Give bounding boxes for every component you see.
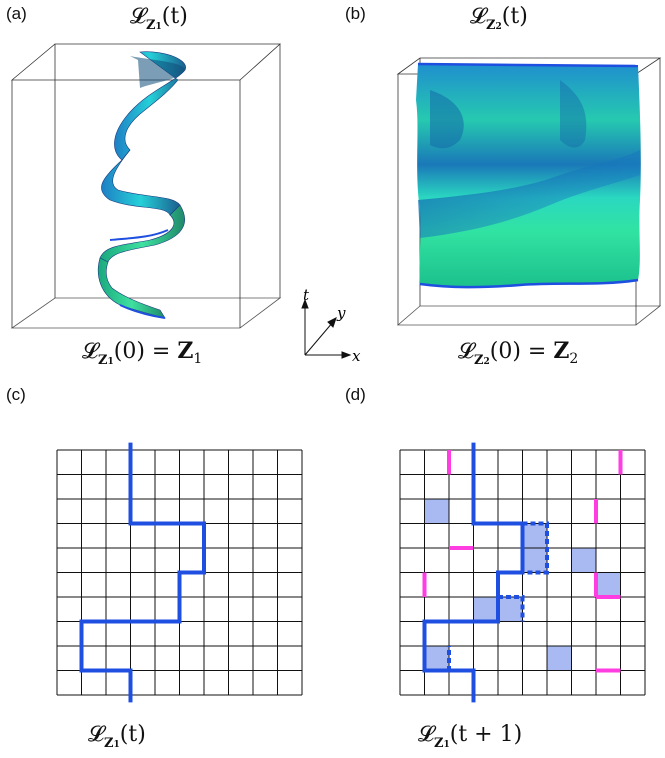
shaded-cell <box>571 548 596 573</box>
axis-label-y: y <box>336 304 346 322</box>
panel-letter-a: (a) <box>6 4 27 23</box>
caption-d: 𝓛Z1(t + 1) <box>418 722 523 751</box>
shaded-cell <box>424 499 449 524</box>
shaded-cell <box>596 572 621 597</box>
axis-label-x: x <box>352 347 361 365</box>
cells-d <box>424 499 621 671</box>
formula-b-top: 𝓛Z2(t) <box>470 4 528 33</box>
helix-ribbon <box>97 51 186 319</box>
shaded-cell <box>498 597 523 622</box>
formula-b-bottom: 𝓛Z2(0) = Z2 <box>458 338 579 368</box>
shaded-cell <box>473 597 498 622</box>
shaded-cell <box>522 548 547 573</box>
path-c <box>79 442 206 703</box>
dashed-path-d <box>424 521 549 673</box>
box-a <box>10 43 282 329</box>
caption-c: 𝓛Z1(t) <box>88 722 146 751</box>
panel-letter-d: (d) <box>345 385 366 404</box>
dashed-segment <box>498 595 525 622</box>
axis-label-t: t <box>303 286 310 304</box>
shaded-cell <box>547 646 572 671</box>
formula-a-bottom: 𝓛Z1(0) = Z1 <box>82 338 203 368</box>
panel-letter-b: (b) <box>345 4 366 23</box>
dashed-segment <box>522 521 549 575</box>
shaded-cell <box>522 523 547 548</box>
formula-a-top: 𝓛Z1(t) <box>130 4 188 33</box>
path-line-c <box>79 442 206 703</box>
panel-letter-c: (c) <box>6 385 26 404</box>
wavy-sheet <box>416 62 641 289</box>
dashed-segment <box>424 646 451 673</box>
shaded-cell <box>424 646 449 671</box>
pink-edges-d <box>422 450 623 673</box>
axes-glyph <box>301 298 352 359</box>
